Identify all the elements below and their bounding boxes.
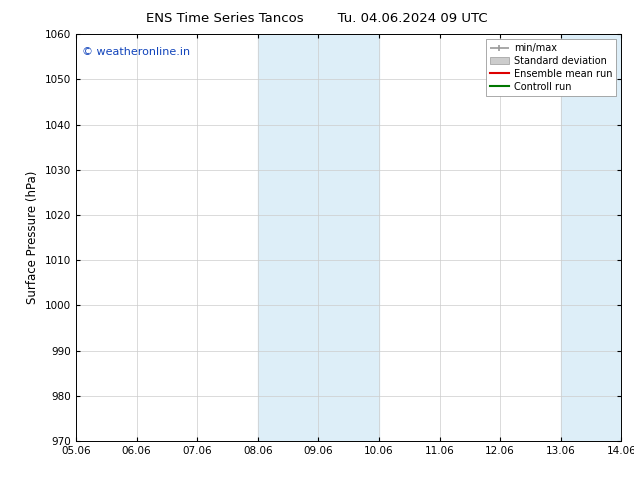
Bar: [258, 34, 379, 441]
Text: © weatheronline.in: © weatheronline.in: [82, 47, 190, 56]
Text: ENS Time Series Tancos        Tu. 04.06.2024 09 UTC: ENS Time Series Tancos Tu. 04.06.2024 09…: [146, 12, 488, 25]
Y-axis label: Surface Pressure (hPa): Surface Pressure (hPa): [27, 171, 39, 304]
Bar: [560, 34, 621, 441]
Legend: min/max, Standard deviation, Ensemble mean run, Controll run: min/max, Standard deviation, Ensemble me…: [486, 39, 616, 96]
